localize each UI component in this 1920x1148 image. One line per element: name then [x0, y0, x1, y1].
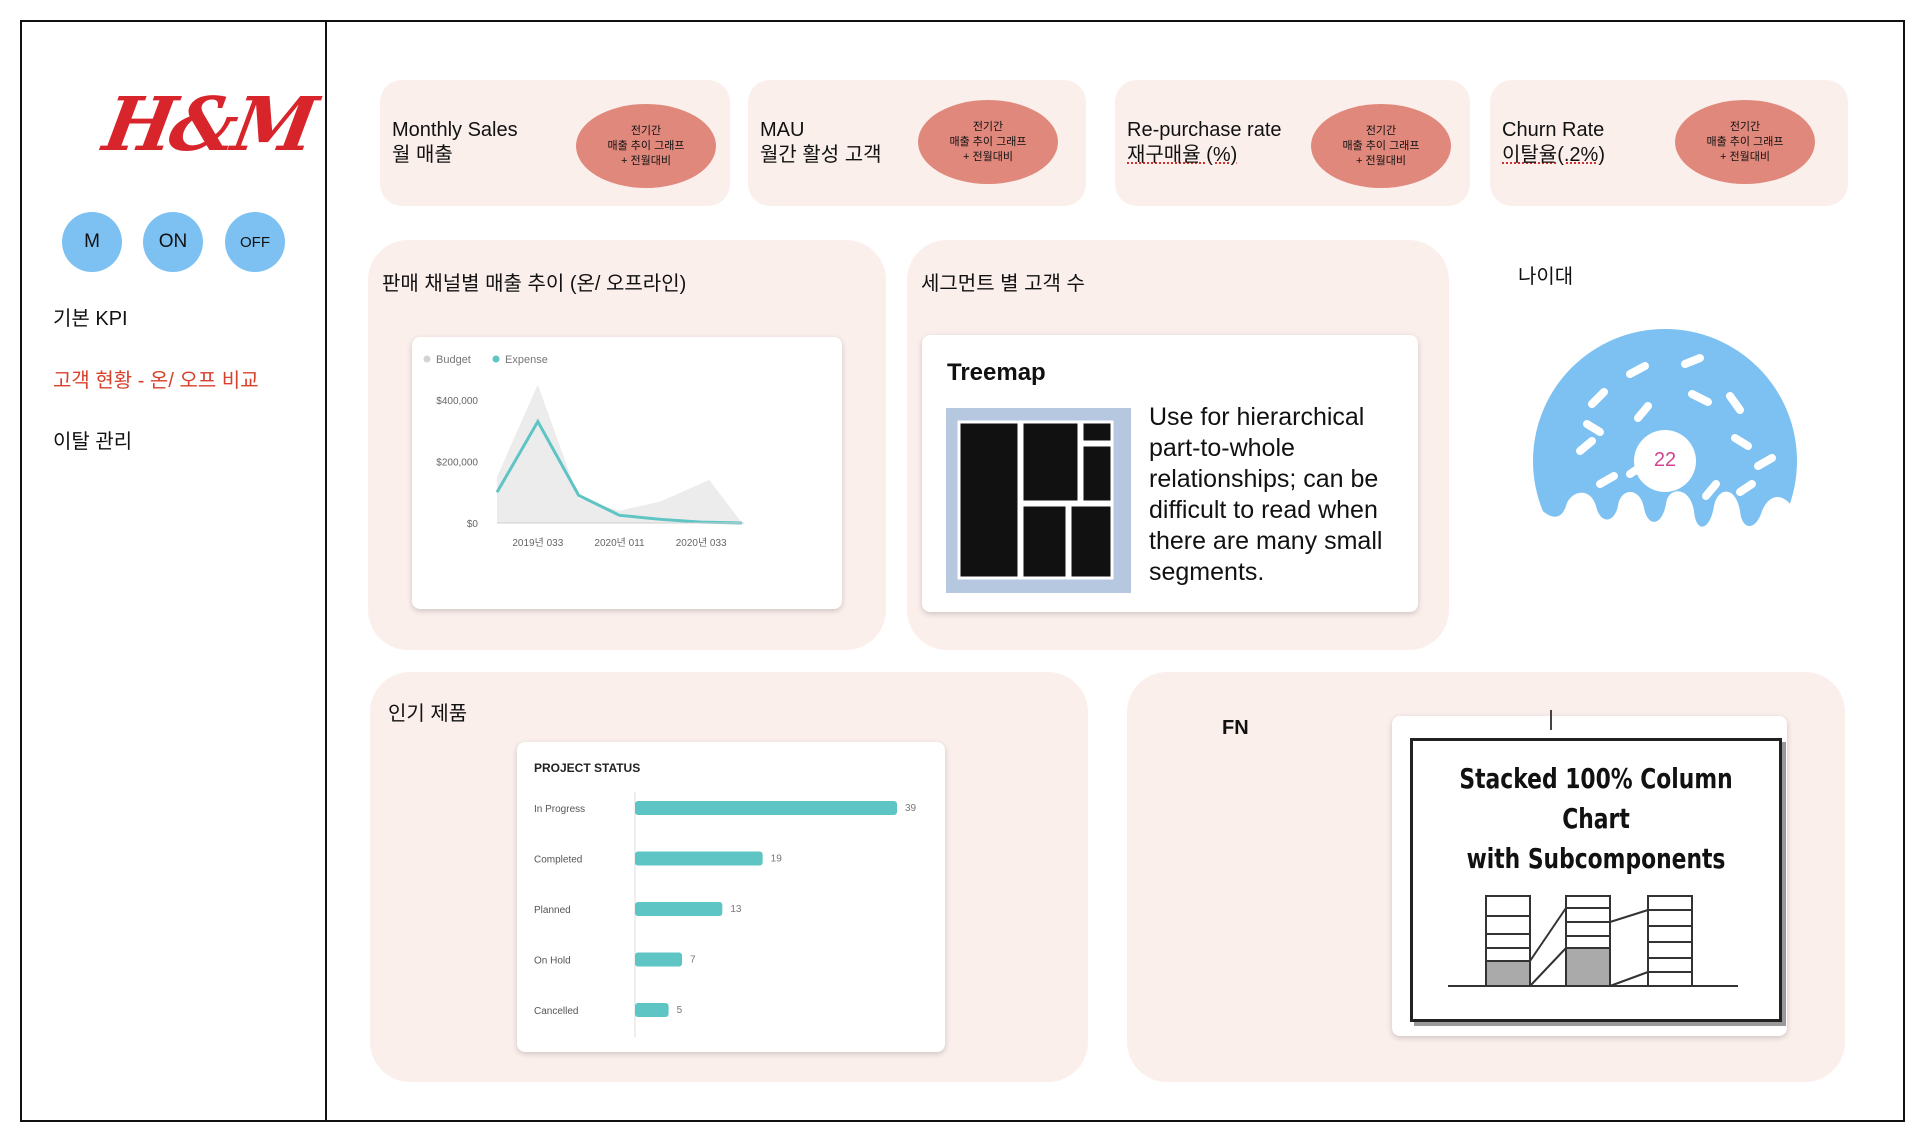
- nav-item-customer-status[interactable]: 고객 현황 - 온/ 오프 비교: [53, 370, 259, 392]
- popular-products-panel: 인기 제품 PROJECT STATUS In Progress 39 Comple…: [370, 672, 1088, 1082]
- online-filter-button[interactable]: ON: [143, 212, 203, 272]
- oval-line: + 전월대비: [963, 150, 1013, 163]
- stacked-chart-heading-line: with Subcomponents: [1466, 842, 1726, 875]
- hm-logo: H&M: [97, 82, 320, 168]
- oval-line: 매출 추이 그래프: [607, 139, 685, 152]
- x-tick-label: 2019년 033: [512, 537, 563, 549]
- treemap-card: Treemap Use for hierarchical part-to-who…: [922, 335, 1418, 612]
- oval-line: + 전월대비: [1356, 154, 1406, 167]
- y-tick-label: $200,000: [436, 458, 478, 469]
- hanger-line: [1550, 710, 1552, 730]
- fn-panel: FN Stacked 100% Column Chart with Subcom…: [1127, 672, 1845, 1082]
- x-tick-label: 2020년 033: [676, 537, 727, 549]
- bar: [635, 801, 897, 815]
- stacked-columns-illustration: [1448, 895, 1738, 987]
- oval-line: 전기간: [972, 120, 1004, 133]
- bar-value-label: 7: [690, 955, 696, 966]
- kpi-title: Monthly Sales 월 매출: [392, 118, 518, 168]
- treemap-description: Use for hierarchical part-to-whole relat…: [1149, 403, 1383, 586]
- oval-line: + 전월대비: [1720, 150, 1770, 163]
- sales-line-chart: Budget Expense $0 $200,000 $400,000 2019년 …: [423, 354, 744, 549]
- oval-line: 매출 추이 그래프: [949, 135, 1027, 148]
- offline-filter-button[interactable]: OFF: [225, 212, 285, 272]
- legend-swatch-expense: [492, 355, 500, 363]
- donut-center-value: 22: [1653, 449, 1677, 471]
- kpi-title: Re-purchase rate 재구매율 (%): [1127, 118, 1282, 168]
- bar-chart-card: PROJECT STATUS In Progress 39 Completed 19 P…: [517, 742, 945, 1052]
- bar-category-label: Completed: [534, 855, 582, 866]
- kpi-title: MAU 월간 활성 고객: [760, 118, 882, 168]
- legend-label-budget: Budget: [436, 354, 471, 366]
- kpi-title-ko: 월간 활성 고객: [760, 144, 882, 166]
- sales-channel-panel: 판매 채널별 매출 추이 (온/ 오프라인) Budget Expense $0…: [368, 240, 886, 650]
- kpi-card-repurchase-rate[interactable]: Re-purchase rate 재구매율 (%) 전기간 매출 추이 그래프 …: [1115, 80, 1470, 206]
- legend-swatch-budget: [423, 355, 431, 363]
- donut-icon: [1533, 329, 1797, 594]
- bar: [635, 1003, 669, 1017]
- kpi-card-mau[interactable]: MAU 월간 활성 고객 전기간 매출 추이 그래프 + 전월대비: [748, 80, 1086, 206]
- bar: [635, 902, 723, 916]
- line-chart-card: Budget Expense $0 $200,000 $400,000 2019년 …: [412, 337, 842, 609]
- kpi-title-en: Monthly Sales: [392, 119, 518, 141]
- stacked-chart-heading: Stacked 100% Column Chart with Subcompon…: [1453, 759, 1738, 879]
- oval-line: 전기간: [1365, 124, 1397, 137]
- budget-area: [497, 384, 742, 523]
- oval-line: 전기간: [1729, 120, 1761, 133]
- kpi-card-monthly-sales[interactable]: Monthly Sales 월 매출 전기간 매출 추이 그래프 + 전월대비: [380, 80, 730, 206]
- treemap-icon: [946, 408, 1131, 593]
- m-filter-button[interactable]: M: [62, 212, 122, 272]
- kpi-trend-placeholder: 전기간 매출 추이 그래프 + 전월대비: [918, 100, 1058, 184]
- expense-line: [495, 418, 743, 525]
- kpi-title-en: Re-purchase rate: [1127, 119, 1282, 141]
- y-tick-label: $400,000: [436, 396, 478, 407]
- treemap-title: Treemap: [947, 359, 1046, 386]
- bar: [635, 851, 763, 866]
- panel-title: 인기 제품: [388, 703, 468, 725]
- legend-label-expense: Expense: [505, 354, 548, 366]
- kpi-title-en: MAU: [760, 119, 805, 141]
- panel-title: 판매 채널별 매출 추이 (온/ 오프라인): [382, 273, 687, 295]
- oval-line: 매출 추이 그래프: [1706, 135, 1784, 148]
- nav-item-basic-kpi[interactable]: 기본 KPI: [53, 308, 128, 330]
- kpi-card-churn-rate[interactable]: Churn Rate 이탈율(.2%) 전기간 매출 추이 그래프 + 전월대비: [1490, 80, 1848, 206]
- kpi-title: Churn Rate 이탈율(.2%): [1502, 118, 1605, 168]
- bar-value-label: 13: [730, 904, 742, 915]
- segment-panel: 세그먼트 별 고객 수 Treemap Use for hierarchical…: [907, 240, 1449, 650]
- bar-value-label: 39: [905, 803, 917, 814]
- dashboard-frame: [20, 20, 1905, 1122]
- panel-title: FN: [1222, 717, 1249, 739]
- stacked-chart-heading-line: Stacked 100% Column Chart: [1459, 762, 1733, 835]
- bar-category-label: Cancelled: [534, 1006, 578, 1017]
- chart-title: PROJECT STATUS: [534, 761, 640, 775]
- sidebar: [20, 20, 327, 1122]
- stacked-chart-image-card: Stacked 100% Column Chart with Subcompon…: [1392, 710, 1787, 1036]
- kpi-trend-placeholder: 전기간 매출 추이 그래프 + 전월대비: [1311, 104, 1451, 188]
- bar-category-label: Planned: [534, 905, 571, 916]
- oval-line: 매출 추이 그래프: [1342, 139, 1420, 152]
- x-tick-label: 2020년 011: [594, 537, 645, 549]
- bar: [635, 952, 683, 967]
- bar-category-label: In Progress: [534, 804, 585, 815]
- kpi-title-ko: 재구매율 (%): [1127, 144, 1238, 166]
- kpi-title-ko: 월 매출: [392, 144, 453, 166]
- kpi-trend-placeholder: 전기간 매출 추이 그래프 + 전월대비: [576, 104, 716, 188]
- bar-value-label: 5: [677, 1005, 683, 1016]
- kpi-trend-placeholder: 전기간 매출 추이 그래프 + 전월대비: [1675, 100, 1815, 184]
- bar-value-label: 19: [771, 854, 783, 865]
- oval-line: + 전월대비: [621, 154, 671, 167]
- oval-line: 전기간: [630, 124, 662, 137]
- bar-category-label: On Hold: [534, 956, 571, 967]
- kpi-title-en: Churn Rate: [1502, 119, 1605, 141]
- kpi-title-ko: 이탈율(.2%): [1502, 144, 1605, 166]
- project-status-bar-chart: PROJECT STATUS In Progress 39 Completed 19 P…: [534, 761, 917, 1037]
- panel-title: 세그먼트 별 고객 수: [921, 273, 1085, 295]
- y-tick-label: $0: [467, 519, 479, 530]
- nav-item-churn-management[interactable]: 이탈 관리: [53, 431, 133, 453]
- stacked-chart-sign: Stacked 100% Column Chart with Subcompon…: [1410, 738, 1782, 1022]
- age-section-title: 나이대: [1518, 266, 1574, 288]
